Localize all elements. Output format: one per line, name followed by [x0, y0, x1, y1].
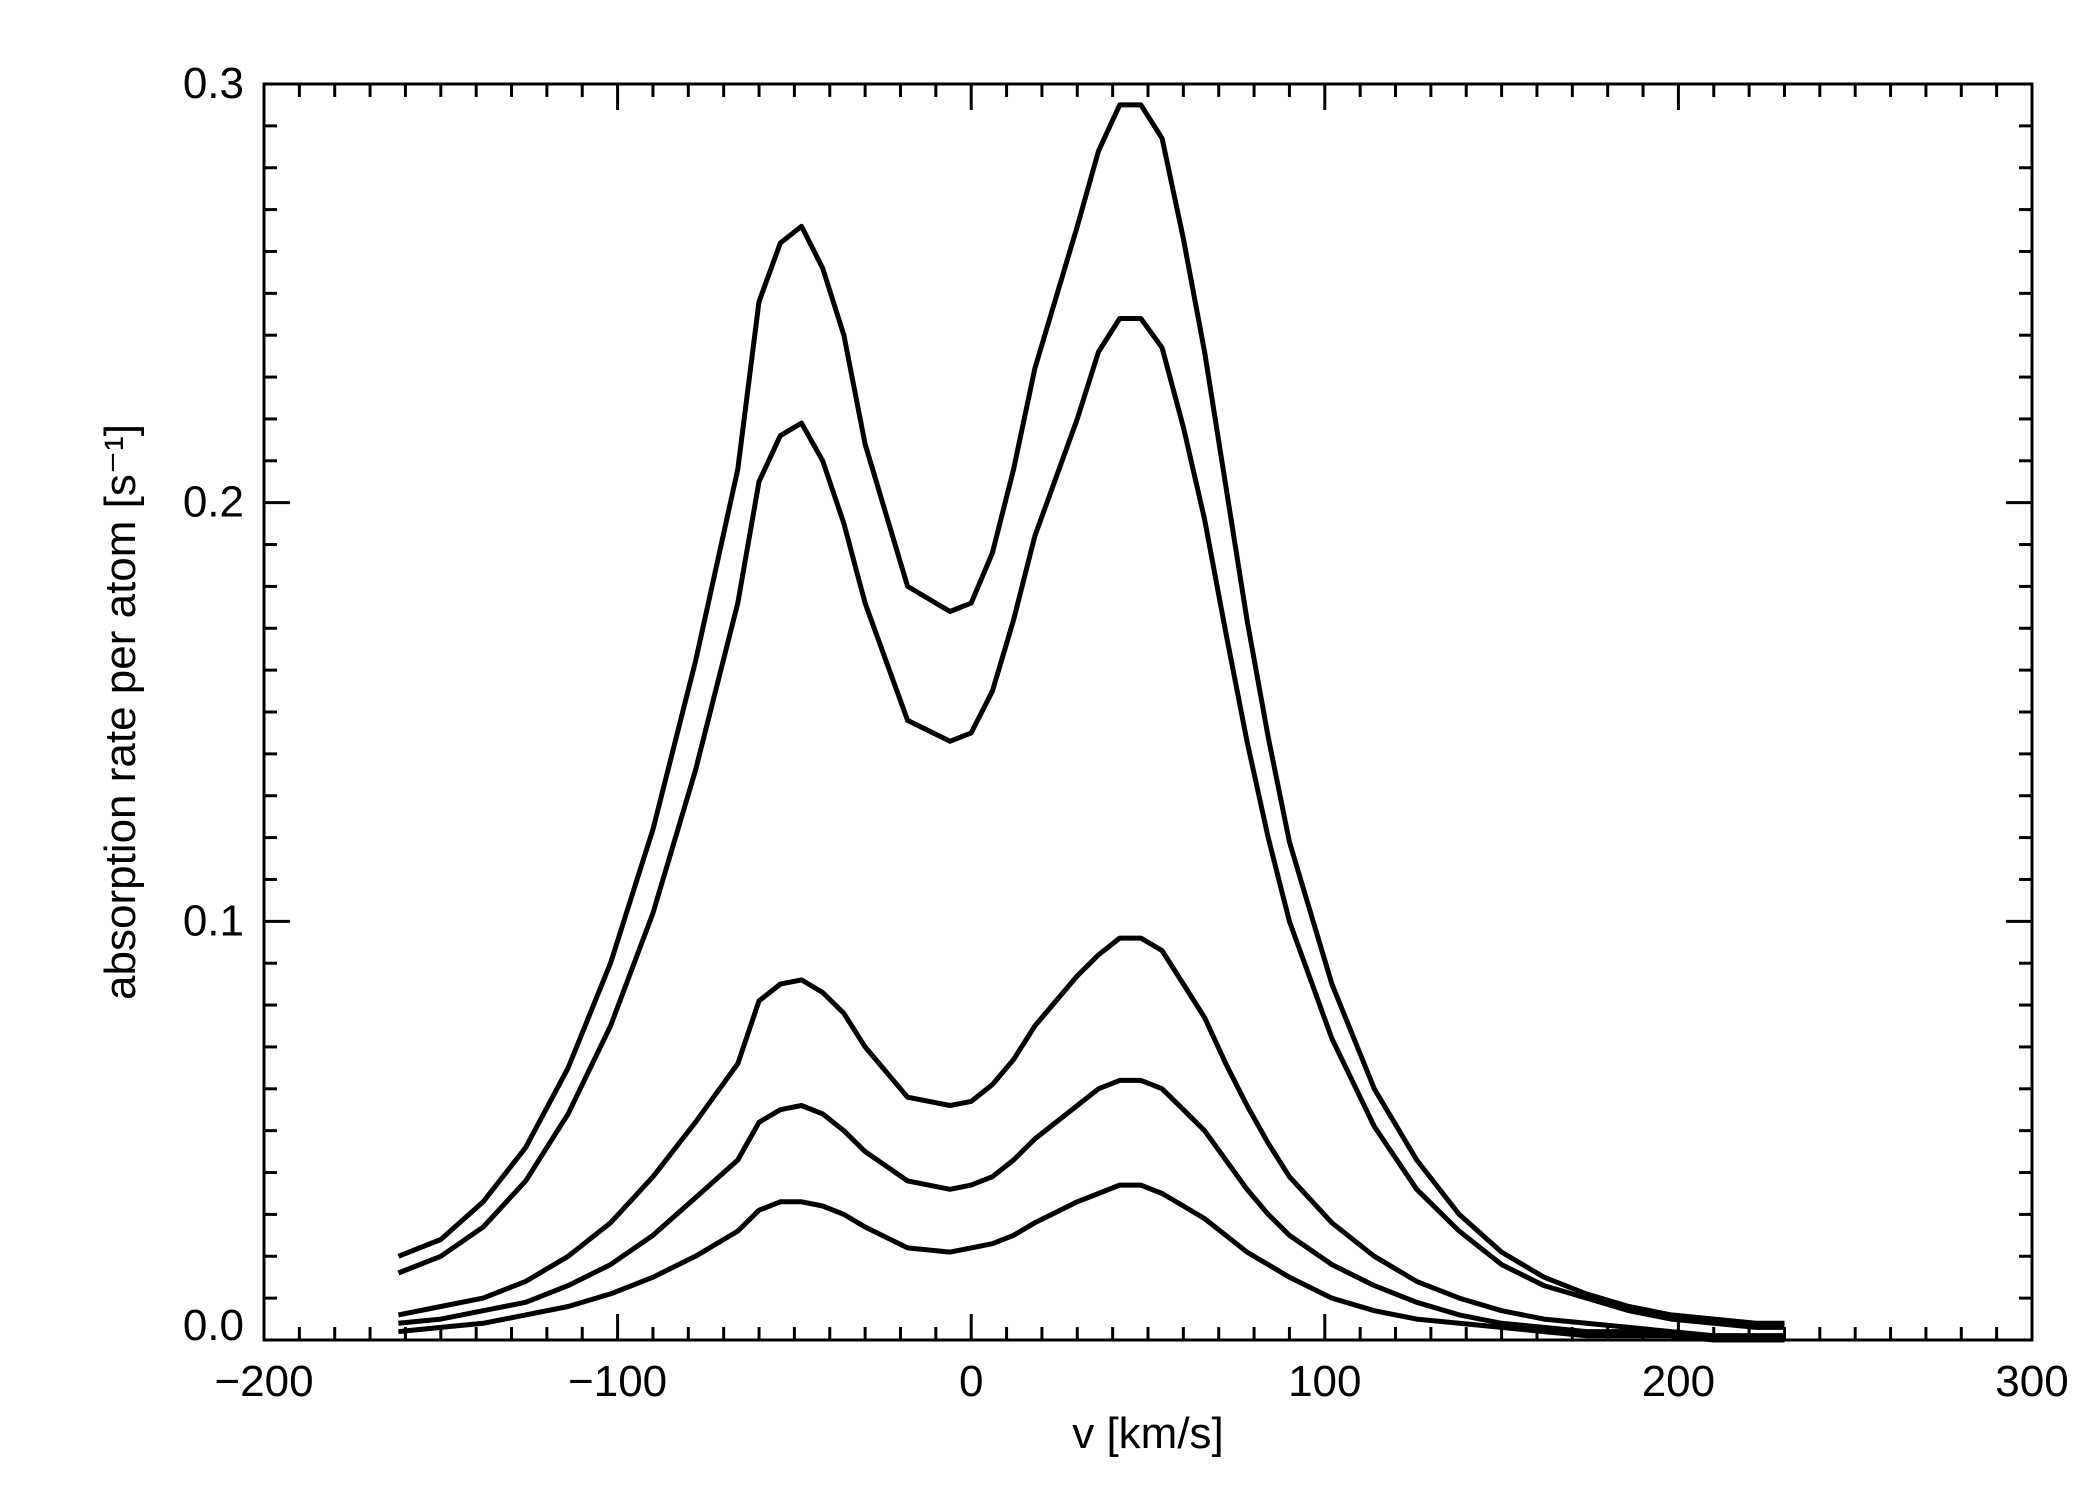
- series-line-2: [397, 316, 1785, 1330]
- y-tick-label: 0.1: [183, 896, 244, 945]
- x-tick-label: −100: [568, 1357, 667, 1406]
- plot-frame: [262, 82, 2034, 1342]
- x-tick-label: 100: [1288, 1357, 1361, 1406]
- y-tick-label: 0.0: [183, 1301, 244, 1350]
- x-tick-label: −200: [214, 1357, 313, 1406]
- series-line-5: [398, 1182, 1785, 1343]
- series-layer: [397, 102, 1785, 1343]
- y-tick-label: 0.2: [183, 478, 244, 527]
- x-axis-label: v [km/s]: [1072, 1409, 1224, 1458]
- series-line-4: [398, 1077, 1785, 1339]
- series-line-3: [397, 935, 1785, 1339]
- y-axis-label: absorption rate per atom [s⁻¹]: [96, 424, 145, 1000]
- y-tick-label: 0.3: [183, 59, 244, 108]
- series-line-1: [397, 102, 1785, 1326]
- x-tick-label: 0: [959, 1357, 983, 1406]
- x-tick-label: 300: [1995, 1357, 2068, 1406]
- ticks-layer: −200 −100 0 100 200 300 0.0 0.1 0.2 0.3: [183, 59, 2069, 1406]
- x-tick-label: 200: [1642, 1357, 1715, 1406]
